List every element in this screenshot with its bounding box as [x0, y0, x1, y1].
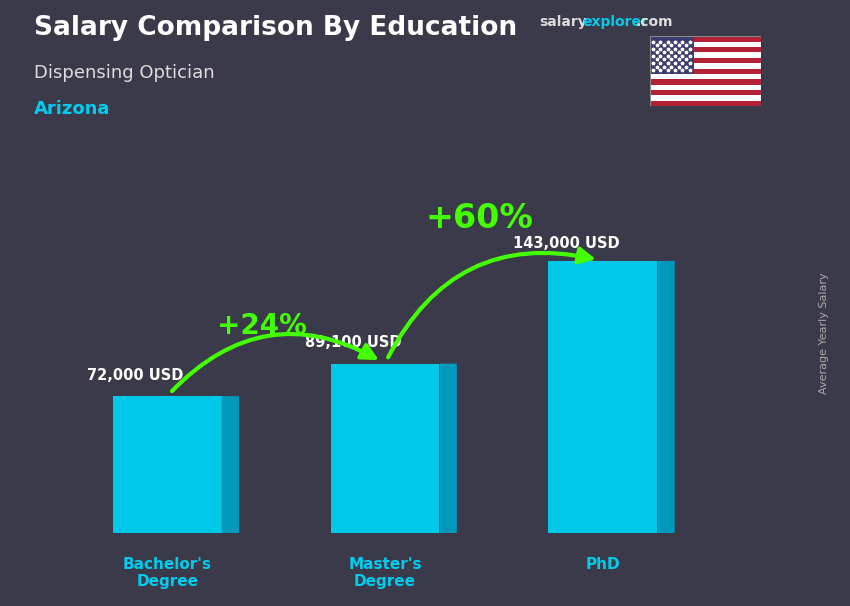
Bar: [650, 58, 761, 63]
Polygon shape: [548, 261, 657, 533]
Polygon shape: [331, 364, 439, 533]
Text: Average Yearly Salary: Average Yearly Salary: [819, 273, 829, 394]
Bar: [650, 68, 761, 74]
Bar: [650, 63, 761, 68]
FancyArrowPatch shape: [172, 334, 375, 391]
Polygon shape: [439, 364, 456, 533]
Bar: [650, 53, 761, 58]
Text: 89,100 USD: 89,100 USD: [305, 335, 401, 350]
Bar: [650, 42, 761, 47]
Text: .com: .com: [636, 15, 673, 29]
Text: explorer: explorer: [582, 15, 648, 29]
Text: Salary Comparison By Education: Salary Comparison By Education: [34, 15, 517, 41]
Text: Bachelor's
Degree: Bachelor's Degree: [122, 556, 212, 589]
Bar: [650, 36, 761, 42]
Bar: [650, 85, 761, 90]
Bar: [650, 79, 761, 85]
FancyArrowPatch shape: [388, 248, 592, 358]
Text: +60%: +60%: [426, 202, 533, 235]
Text: 143,000 USD: 143,000 USD: [513, 236, 620, 251]
Text: 72,000 USD: 72,000 USD: [88, 368, 184, 383]
Polygon shape: [113, 396, 222, 533]
Text: Dispensing Optician: Dispensing Optician: [34, 64, 214, 82]
Bar: [650, 101, 761, 106]
Polygon shape: [222, 396, 239, 533]
Bar: [650, 47, 761, 53]
Bar: [650, 36, 694, 74]
Text: Master's
Degree: Master's Degree: [348, 556, 422, 589]
Bar: [650, 95, 761, 101]
Bar: [650, 90, 761, 95]
Text: +24%: +24%: [217, 312, 307, 340]
Text: salary: salary: [540, 15, 587, 29]
Text: Arizona: Arizona: [34, 100, 110, 118]
Polygon shape: [657, 261, 675, 533]
Bar: [650, 74, 761, 79]
Text: PhD: PhD: [586, 556, 620, 571]
